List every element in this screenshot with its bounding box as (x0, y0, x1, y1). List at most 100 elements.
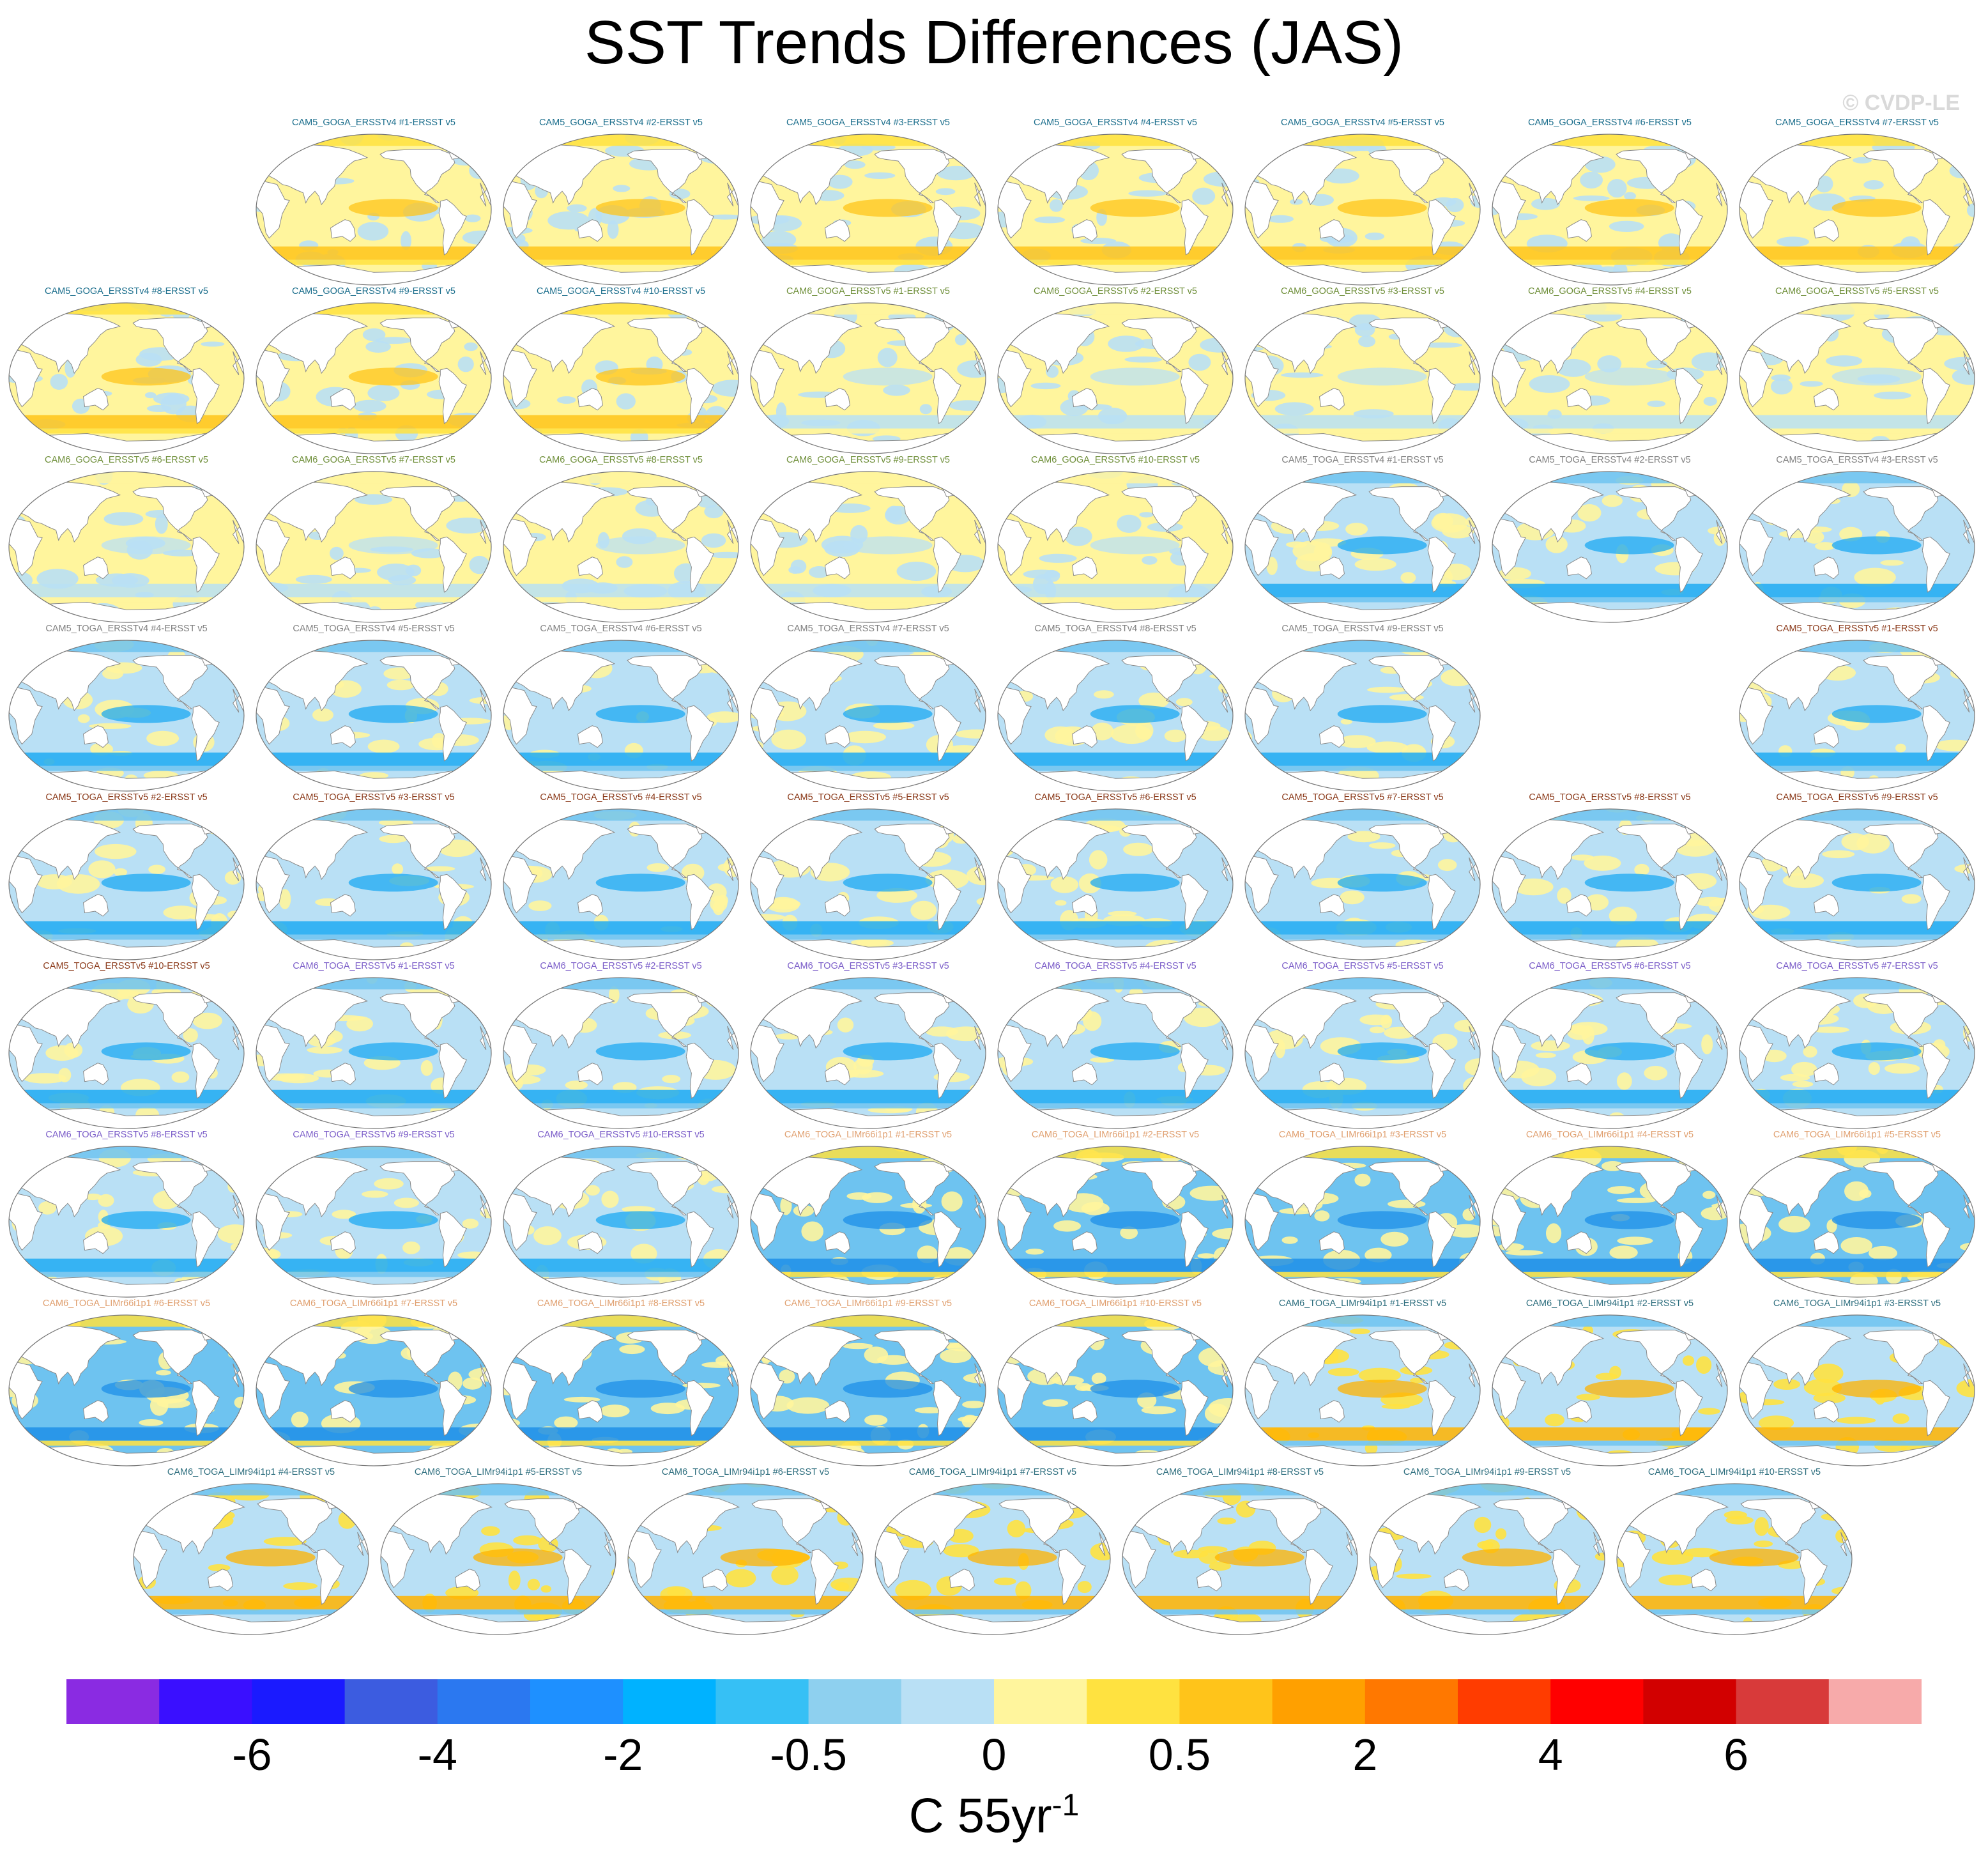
southern-ocean-band (256, 246, 491, 260)
southern-ocean-band (1245, 1089, 1480, 1104)
panel-label: CAM6_GOGA_ERSSTv5 #6-ERSST v5 (45, 455, 208, 465)
anomaly-patch (62, 1291, 76, 1297)
land-asia-europe-west (230, 318, 244, 339)
anomaly-patch (1880, 560, 1904, 566)
panel-label: CAM6_TOGA_LIMr94i1p1 #2-ERSST v5 (1525, 1298, 1694, 1309)
land-greenland (1929, 1320, 1962, 1341)
world-map (1492, 1146, 1728, 1298)
anomaly-patch (751, 328, 758, 346)
anomaly-patch (776, 1315, 796, 1323)
southern-ocean-band-2 (751, 934, 986, 940)
anomaly-patch (1025, 1249, 1044, 1255)
southern-ocean-band-2 (1740, 259, 1975, 265)
map-outline (1369, 1483, 1605, 1635)
anomaly-patch (1740, 809, 1754, 823)
map-panel: CAM5_TOGA_ERSSTv5 #7-ERSST v5 (1242, 792, 1483, 962)
anomaly-patch (1740, 1458, 1762, 1466)
anomaly-patch (1472, 1265, 1480, 1281)
southern-ocean-band (9, 583, 244, 597)
anomaly-patch (1128, 190, 1167, 197)
land-greenland (940, 814, 974, 835)
southern-ocean-band (503, 1089, 738, 1104)
land-africa (1245, 855, 1279, 914)
anomaly-patch (307, 1046, 342, 1054)
anomaly-patch (1349, 1328, 1370, 1335)
anomaly-patch (1043, 640, 1068, 648)
world-map (997, 134, 1234, 286)
land-africa (134, 1530, 167, 1589)
land-australia (1566, 557, 1592, 580)
colorbar-units: C 55yr-1 (0, 1788, 1988, 1843)
land-south-america (438, 367, 467, 424)
panel-label: CAM5_TOGA_ERSSTv5 #10-ERSST v5 (43, 961, 210, 971)
southern-ocean-band (256, 415, 491, 429)
anomaly-patch (1925, 1146, 1941, 1159)
map-panel: CAM6_TOGA_LIMr66i1p1 #4-ERSST v5 (1490, 1130, 1730, 1300)
world-map (1244, 1146, 1481, 1298)
anomaly-patch (1557, 888, 1571, 904)
map-outline (256, 640, 492, 792)
anomaly-patch (1212, 1227, 1233, 1240)
panel-label: CAM6_TOGA_LIMr94i1p1 #5-ERSST v5 (414, 1467, 583, 1477)
figure-title: SST Trends Differences (JAS) (584, 8, 1404, 77)
anomaly-patch (751, 430, 756, 441)
arctic-band (1740, 303, 1975, 315)
anomaly-patch (1217, 445, 1233, 454)
anomaly-patch (1218, 682, 1233, 694)
map-panel: CAM5_GOGA_ERSSTv4 #6-ERSST v5 (1490, 118, 1730, 288)
land-asia-europe-west (1961, 992, 1975, 1013)
southern-ocean-band-2 (751, 1103, 986, 1109)
land-south-america (933, 1380, 961, 1436)
land-asia-europe-west (602, 1498, 616, 1520)
anomaly-patch (751, 472, 777, 479)
map-panel: CAM5_TOGA_ERSSTv4 #1-ERSST v5 (1242, 455, 1483, 625)
land-australia (824, 894, 850, 917)
pacific-tongue (226, 1548, 316, 1567)
land-south-america (1180, 536, 1209, 593)
land-greenland (1188, 477, 1221, 497)
anomaly-patch (1773, 1378, 1801, 1390)
anomaly-patch (1607, 1186, 1635, 1194)
anomaly-patch (1696, 613, 1718, 622)
panel-label: CAM6_TOGA_LIMr94i1p1 #3-ERSST v5 (1773, 1298, 1941, 1309)
panel-label: CAM5_GOGA_ERSSTv4 #9-ERSST v5 (292, 286, 455, 296)
anomaly-patch (827, 174, 853, 189)
anomaly-patch (1187, 978, 1218, 989)
southern-ocean-band-2 (256, 766, 491, 771)
southern-ocean-band (875, 1596, 1110, 1610)
southern-ocean-band (256, 1258, 491, 1272)
anomaly-patch (386, 679, 415, 691)
anomaly-patch (503, 640, 532, 649)
anomaly-patch (1049, 199, 1063, 212)
map-outline (1739, 1146, 1975, 1298)
southern-ocean-band-2 (256, 934, 491, 940)
anomaly-patch (1347, 831, 1380, 843)
map-outline (8, 1314, 245, 1466)
anomaly-patch (33, 1146, 47, 1156)
southern-ocean-band (1740, 415, 1975, 429)
anomaly-patch (1274, 1039, 1286, 1059)
land-asia-europe-west (477, 655, 491, 676)
land-asia-europe-west (724, 655, 738, 676)
land-south-america (685, 536, 714, 593)
anomaly-patch (1469, 1332, 1480, 1349)
anomaly-patch (1495, 1528, 1507, 1540)
anomaly-patch (471, 135, 491, 148)
anomaly-patch (171, 1071, 190, 1083)
land-asia-europe-west (1961, 486, 1975, 507)
arctic-band (503, 134, 738, 146)
land-asia-europe-west (724, 824, 738, 845)
southern-ocean-band (751, 415, 986, 429)
arctic-band (1245, 1315, 1480, 1327)
colorbar-segment (252, 1679, 346, 1724)
pacific-tongue (843, 1042, 933, 1061)
world-map (750, 808, 986, 960)
anomaly-patch (1474, 1516, 1492, 1534)
anomaly-patch (622, 1206, 655, 1213)
map-panel: CAM5_GOGA_ERSSTv4 #5-ERSST v5 (1242, 118, 1483, 288)
land-australia (1813, 725, 1839, 748)
anomaly-patch (935, 188, 956, 196)
anomaly-patch (766, 978, 795, 984)
anomaly-patch (1267, 215, 1294, 223)
land-south-america (1180, 1211, 1209, 1268)
